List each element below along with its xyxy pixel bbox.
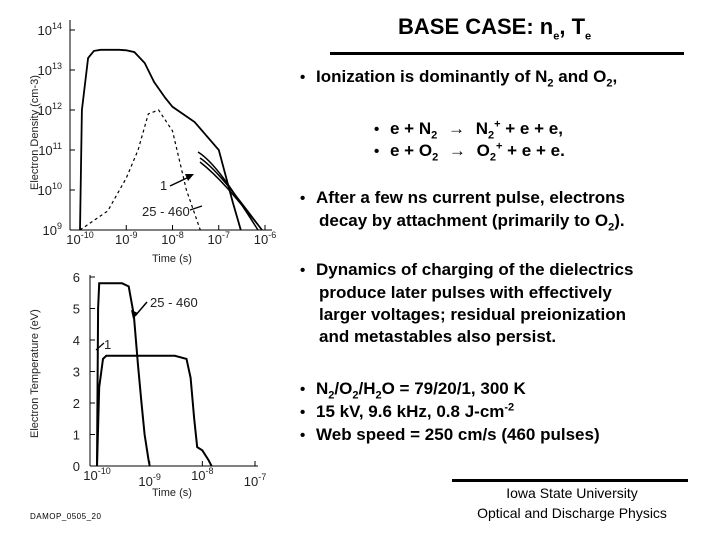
conditions-list: • N2/O2/H2O = 79/20/1, 300 K • 15 kV, 9.6 … bbox=[300, 378, 600, 447]
condition-voltage: • 15 kV, 9.6 kHz, 0.8 J-cm-2 bbox=[300, 401, 515, 421]
density-x-axis-label: Time (s) bbox=[152, 253, 192, 265]
reaction-o2: • e + O2 → O2+ + e + e. bbox=[374, 140, 565, 164]
footer-affiliation: Iowa State University Optical and Discha… bbox=[477, 485, 667, 521]
density-series-2 bbox=[79, 48, 242, 231]
density-x-tick-label: 10-7 bbox=[208, 230, 230, 247]
density-y-tick-label: 1012 bbox=[38, 101, 62, 118]
density-annotation-arrow-2 bbox=[189, 205, 203, 211]
reaction-n2: • e + N2 → N2+ + e + e, bbox=[374, 118, 563, 142]
temperature-chart: 0 1 2 3 4 5 6 10-10 10-9 10-8 10-7 Electron Tempe… bbox=[29, 270, 266, 499]
temp-x-tick-label: 10-7 bbox=[244, 472, 266, 489]
density-chart: 109 1010 1011 1012 1013 1014 10-10 10-9 10-8 10-… bbox=[29, 20, 276, 265]
density-series-1 bbox=[79, 109, 201, 231]
density-y-tick-label: 109 bbox=[43, 221, 62, 238]
density-x-tick-label: 10-10 bbox=[66, 230, 93, 247]
arrow-icon: → bbox=[447, 119, 465, 138]
temp-x-axis-label: Time (s) bbox=[152, 487, 192, 499]
bullet-attachment: • After a few ns current pulse, electrons… bbox=[300, 188, 625, 234]
temp-x-tick-label: 10-9 bbox=[138, 472, 160, 489]
density-y-tick-label: 1010 bbox=[38, 181, 62, 198]
temp-y-tick-label: 5 bbox=[73, 302, 80, 317]
density-x-tick-label: 10-6 bbox=[254, 230, 276, 247]
temp-y-tick-label: 0 bbox=[73, 459, 80, 474]
title-underline bbox=[330, 52, 684, 55]
temp-y-tick-label: 3 bbox=[73, 365, 80, 380]
bullet-ionization: • Ionization is dominantly of N2 and O2, bbox=[300, 67, 618, 90]
density-annotation-25-460: 25 - 460 bbox=[142, 204, 190, 219]
density-curve-bundle-3 bbox=[199, 161, 263, 231]
temp-y-axis-label: Electron Temperature (eV) bbox=[29, 309, 41, 438]
temp-annotation-25-460: 25 - 460 bbox=[150, 295, 198, 310]
temp-annotation-arrow-1 bbox=[95, 342, 105, 351]
arrow-icon: → bbox=[448, 141, 466, 160]
footer-rule bbox=[452, 479, 688, 482]
density-x-tick-label: 10-9 bbox=[115, 230, 137, 247]
bullet-charging: • Dynamics of charging of the dielectrics… bbox=[300, 260, 634, 346]
density-x-tick-label: 10-8 bbox=[161, 230, 183, 247]
temp-annotation-1: 1 bbox=[104, 337, 111, 352]
density-y-axis-label: Electron Density (cm-3) bbox=[29, 75, 41, 190]
density-annotation-arrowhead-1 bbox=[185, 174, 194, 181]
density-y-tick-label: 1011 bbox=[38, 141, 62, 158]
temp-annotation-arrowhead-25-460 bbox=[131, 310, 138, 319]
temp-x-tick-label: 10-10 bbox=[83, 466, 110, 483]
temp-series-1 bbox=[96, 282, 151, 467]
density-y-tick-label: 1013 bbox=[38, 61, 62, 78]
slide-title: BASE CASE: ne, Te bbox=[398, 14, 592, 43]
condition-gas-mix: • N2/O2/H2O = 79/20/1, 300 K bbox=[300, 379, 526, 402]
slide-id: DAMOP_0505_20 bbox=[30, 512, 102, 521]
temp-series-2 bbox=[96, 354, 213, 467]
temp-x-tick-label: 10-8 bbox=[191, 466, 213, 483]
density-annotation-1: 1 bbox=[160, 178, 167, 193]
density-curve-bundle-4 bbox=[197, 151, 259, 231]
condition-web-speed: • Web speed = 250 cm/s (460 pulses) bbox=[300, 425, 600, 444]
temp-y-tick-label: 1 bbox=[73, 428, 80, 443]
temp-y-tick-label: 6 bbox=[73, 270, 80, 285]
temp-y-tick-label: 4 bbox=[73, 333, 80, 348]
temp-y-tick-label: 2 bbox=[73, 396, 80, 411]
density-y-tick-label: 1014 bbox=[38, 21, 62, 38]
